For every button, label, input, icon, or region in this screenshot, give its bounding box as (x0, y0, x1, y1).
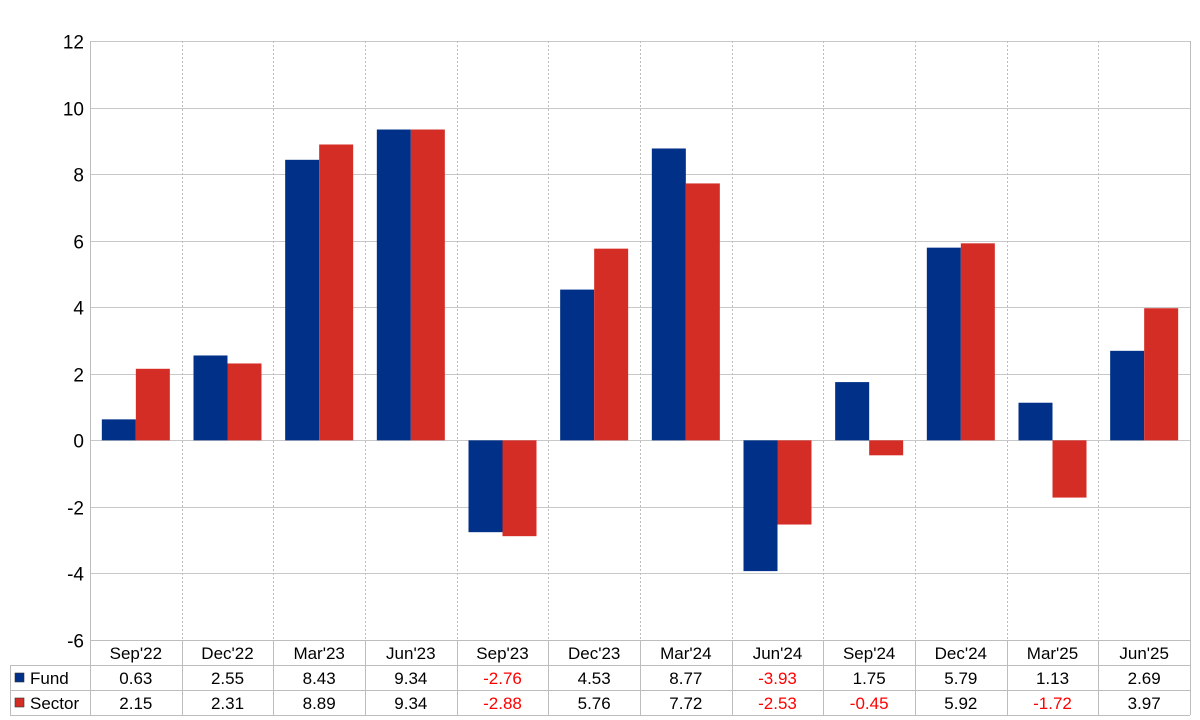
bar-fund (193, 355, 228, 441)
data-label-sector: 2.31 (211, 694, 244, 713)
legend-label-fund: Fund (30, 669, 69, 688)
data-label-fund: -3.93 (758, 669, 797, 688)
y-tick-label: 2 (73, 366, 84, 387)
bar-sector (685, 183, 720, 441)
bar-sector (410, 129, 445, 441)
data-label-fund: 1.75 (853, 669, 886, 688)
data-label-sector: 8.89 (303, 694, 336, 713)
bar-fund (560, 289, 595, 441)
data-label-fund: 2.55 (211, 669, 244, 688)
x-tick-label: Mar'23 (293, 644, 344, 663)
data-label-fund: 2.69 (1128, 669, 1161, 688)
bar-sector (594, 248, 629, 441)
bar-fund (1018, 402, 1053, 441)
bar-fund (1110, 350, 1145, 441)
x-tick-label: Dec'24 (935, 644, 987, 663)
x-tick-label: Dec'22 (201, 644, 253, 663)
data-label-sector: 5.76 (578, 694, 611, 713)
legend-swatch-fund (14, 672, 25, 683)
y-tick-label: -4 (67, 565, 84, 586)
x-tick-label: Mar'25 (1027, 644, 1078, 663)
data-label-fund: 8.77 (669, 669, 702, 688)
bar-sector (777, 440, 812, 525)
data-label-sector: 5.92 (944, 694, 977, 713)
x-tick-label: Mar'24 (660, 644, 711, 663)
bar-sector (869, 440, 904, 456)
data-label-sector: -1.72 (1033, 694, 1072, 713)
data-label-sector: -0.45 (850, 694, 889, 713)
y-tick-label: 0 (73, 432, 84, 453)
y-tick-label: 6 (73, 233, 84, 254)
data-label-sector: -2.88 (483, 694, 522, 713)
bar-fund (101, 419, 136, 441)
y-tick-label: 10 (63, 100, 84, 121)
y-tick-label: -2 (67, 499, 84, 520)
bar-fund (285, 159, 320, 441)
x-tick-label: Sep'23 (476, 644, 528, 663)
x-tick-label: Jun'24 (753, 644, 803, 663)
legend-swatch-sector (14, 697, 25, 708)
bars (101, 129, 1179, 572)
data-label-fund: 8.43 (303, 669, 336, 688)
data-label-fund: 5.79 (944, 669, 977, 688)
y-tick-label: -6 (67, 632, 84, 653)
legend-label-sector: Sector (30, 694, 79, 713)
x-tick-label: Jun'25 (1119, 644, 1169, 663)
data-label-fund: 1.13 (1036, 669, 1069, 688)
y-axis: -6 -4 -2 0 2 4 6 8 10 12 (63, 33, 85, 653)
bar-fund (926, 247, 961, 441)
bar-sector (1144, 308, 1179, 441)
bar-fund (376, 129, 411, 441)
data-label-sector: 9.34 (394, 694, 427, 713)
bar-fund (743, 440, 778, 572)
bar-fund (835, 382, 870, 441)
bar-sector (135, 368, 170, 441)
bar-sector (1052, 440, 1087, 498)
y-tick-label: 4 (73, 299, 84, 320)
bar-fund (651, 148, 686, 441)
bar-sector (319, 144, 354, 441)
bar-sector (960, 243, 995, 441)
y-tick-label: 8 (73, 166, 84, 187)
bar-sector (502, 440, 537, 537)
y-tick-label: 12 (63, 33, 84, 54)
data-label-fund: 9.34 (394, 669, 427, 688)
bar-fund (468, 440, 503, 533)
x-tick-label: Sep'22 (110, 644, 162, 663)
x-tick-label: Jun'23 (386, 644, 436, 663)
data-label-sector: 3.97 (1128, 694, 1161, 713)
data-label-fund: 4.53 (578, 669, 611, 688)
data-label-sector: 2.15 (119, 694, 152, 713)
data-label-sector: 7.72 (669, 694, 702, 713)
data-label-fund: 0.63 (119, 669, 152, 688)
data-label-fund: -2.76 (483, 669, 522, 688)
grid (90, 41, 1191, 641)
x-tick-label: Dec'23 (568, 644, 620, 663)
x-tick-label: Sep'24 (843, 644, 895, 663)
data-table: Sep'22 Dec'22 Mar'23 Jun'23 Sep'23 Dec'23 Mar'… (10, 640, 1191, 716)
bar-sector (227, 363, 262, 441)
data-label-sector: -2.53 (758, 694, 797, 713)
